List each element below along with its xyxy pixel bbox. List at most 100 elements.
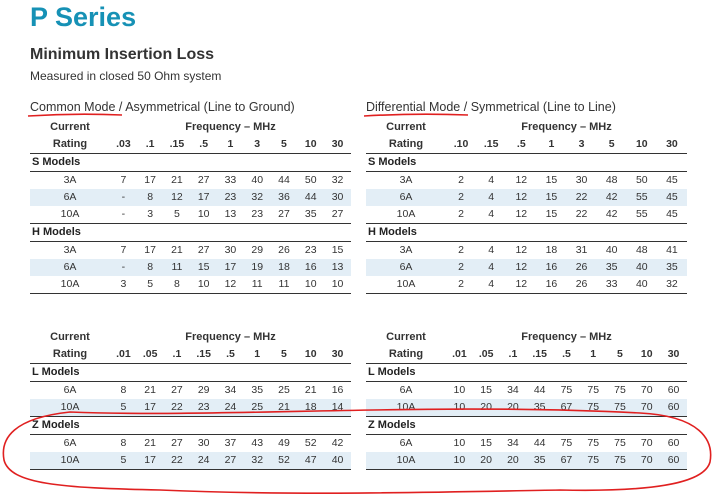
- loss-value-cell: 60: [660, 452, 687, 470]
- loss-value-cell: 27: [217, 452, 244, 470]
- frequency-column-header: .15: [190, 346, 218, 364]
- frequency-column-header: .05: [472, 346, 500, 364]
- frequency-column-header: .1: [163, 346, 191, 364]
- loss-value-cell: 10: [190, 206, 218, 224]
- asymmetrical-label: Asymmetrical (Line to Ground): [125, 100, 295, 114]
- loss-value-cell: 42: [596, 189, 627, 206]
- loss-value-cell: 30: [197, 437, 210, 449]
- loss-value-cell: 10: [453, 384, 466, 396]
- loss-value-cell: 15: [190, 259, 218, 276]
- loss-value-cell: 44: [278, 174, 290, 186]
- loss-value-cell: 15: [480, 437, 492, 449]
- loss-value-cell: 75: [587, 384, 600, 396]
- loss-value-cell: 24: [217, 399, 244, 417]
- loss-value-cell: -: [110, 259, 137, 276]
- frequency-column-header: 30: [656, 136, 687, 154]
- loss-value-cell: 47: [297, 452, 325, 470]
- loss-value-cell: 32: [656, 276, 687, 294]
- frequency-column-header: .5: [506, 136, 537, 154]
- frequency-column-header: .01: [446, 346, 473, 364]
- loss-value-cell: 3: [136, 206, 164, 224]
- table-row: 6A 10 15 34 44 75 75 75 70 60: [366, 382, 687, 400]
- table-row: 10A -3 5 10 13 23 27 35 27: [30, 206, 351, 224]
- model-group-label: L Models: [30, 363, 351, 382]
- frequency-header: Frequency – MHz: [185, 331, 276, 343]
- table-row: 10A 10 20 20 35 67 75 75 70 60: [366, 452, 687, 470]
- rating-cell: 6A: [366, 259, 446, 276]
- current-header: Current: [50, 121, 90, 133]
- loss-value-cell: 20: [499, 399, 527, 417]
- model-group-label: L Models: [366, 363, 687, 382]
- rating-cell: 10A: [366, 206, 446, 224]
- loss-value-cell: 60: [660, 399, 687, 417]
- loss-value-cell: 10: [446, 399, 473, 417]
- loss-value-cell: 35: [251, 384, 264, 396]
- model-group-row: H Models: [30, 223, 351, 242]
- loss-value-cell: 31: [575, 244, 588, 256]
- loss-value-cell: 75: [579, 452, 607, 470]
- loss-value-cell: 5: [110, 452, 137, 470]
- loss-value-cell: 55: [626, 189, 657, 206]
- rating-cell: 10A: [366, 452, 446, 470]
- loss-value-cell: 67: [553, 399, 580, 417]
- loss-value-cell: 16: [536, 276, 567, 294]
- loss-value-cell: 20: [472, 399, 500, 417]
- loss-value-cell: 21: [171, 174, 183, 186]
- loss-value-cell: 22: [566, 189, 597, 206]
- loss-value-cell: -: [110, 206, 137, 224]
- frequency-column-header: .5: [553, 346, 580, 364]
- table-row: 10A 2 4 12 15 22 42 55 45: [366, 206, 687, 224]
- loss-value-cell: 4: [488, 244, 495, 256]
- loss-value-cell: 12: [515, 174, 528, 186]
- frequency-column-header: .15: [476, 136, 507, 154]
- rating-cell: 10A: [366, 276, 446, 294]
- loss-value-cell: 36: [270, 189, 298, 206]
- loss-value-cell: 22: [566, 206, 597, 224]
- loss-value-cell: 45: [656, 206, 687, 224]
- rating-cell: 3A: [399, 244, 413, 256]
- rating-cell: 6A: [30, 189, 110, 206]
- loss-value-cell: 27: [171, 384, 183, 396]
- table-row: 10A 5 17 22 23 24 25 21 18 14: [30, 399, 351, 417]
- frequency-header: Frequency – MHz: [521, 331, 612, 343]
- loss-value-cell: 34: [507, 437, 519, 449]
- frequency-column-header: 1: [243, 346, 271, 364]
- model-group-row: L Models: [30, 363, 351, 382]
- loss-value-cell: 34: [224, 384, 237, 396]
- table-row: 10A 5 17 22 24 27 32 52 47 40: [30, 452, 351, 470]
- loss-value-cell: 17: [136, 399, 164, 417]
- frequency-column-header: .10: [446, 136, 477, 154]
- loss-value-cell: 52: [270, 452, 298, 470]
- table-row: 3A 7 17 21 27 30 29 26 23 15: [30, 242, 351, 260]
- loss-value-cell: 10: [453, 437, 466, 449]
- loss-value-cell: 21: [144, 384, 156, 396]
- page-title: P Series: [30, 2, 137, 32]
- rating-cell: 10A: [366, 399, 446, 417]
- loss-value-cell: 11: [270, 276, 298, 294]
- loss-value-cell: 4: [476, 276, 507, 294]
- frequency-column-header: 30: [660, 346, 687, 364]
- rating-cell: 3A: [63, 244, 77, 256]
- loss-value-cell: 3: [110, 276, 137, 294]
- model-group-row: H Models: [366, 223, 687, 242]
- common-mode-table-s-h: Current Frequency – MHz Rating .03.1.15.5 1 3…: [30, 119, 351, 294]
- loss-value-cell: 27: [270, 206, 298, 224]
- loss-value-cell: 27: [324, 206, 351, 224]
- frequency-column-header: 10: [633, 346, 661, 364]
- loss-value-cell: 75: [606, 399, 634, 417]
- rating-header: Rating: [366, 346, 446, 364]
- loss-value-cell: 10: [190, 276, 218, 294]
- model-group-row: Z Models: [30, 416, 351, 435]
- loss-value-cell: 29: [197, 384, 210, 396]
- loss-value-cell: 16: [331, 384, 344, 396]
- model-group-row: L Models: [366, 363, 687, 382]
- table-row: 3A 2 4 12 18 31 40 48 41: [366, 242, 687, 260]
- frequency-column-header: 1: [579, 346, 607, 364]
- underline-common-mode: [27, 113, 123, 117]
- loss-value-cell: 40: [251, 174, 264, 186]
- loss-value-cell: 12: [163, 189, 191, 206]
- differential-mode-label: Differential Mode: [366, 100, 461, 114]
- table-row: 10A 10 20 20 35 67 75 75 70 60: [366, 399, 687, 417]
- underline-differential-mode: [363, 113, 469, 117]
- loss-value-cell: 26: [566, 276, 597, 294]
